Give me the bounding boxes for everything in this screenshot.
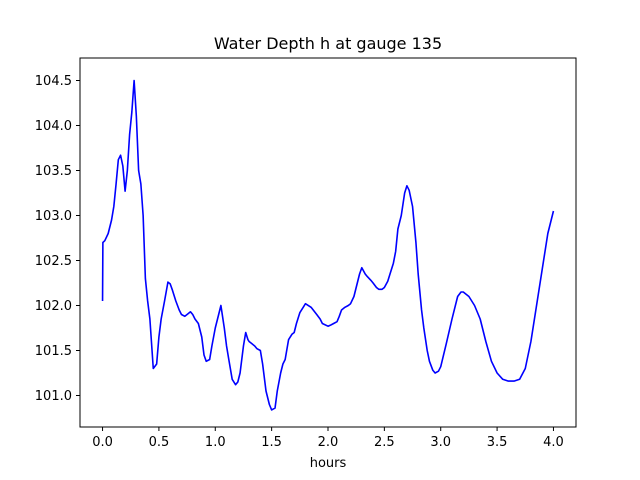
- x-tick-label: 0.0: [92, 435, 113, 450]
- x-tick-label: 2.0: [318, 435, 339, 450]
- y-tick-label: 101.5: [35, 344, 72, 359]
- x-tick-label: 0.5: [149, 435, 170, 450]
- x-tick-label: 4.0: [543, 435, 564, 450]
- x-tick-label: 1.0: [205, 435, 226, 450]
- x-tick-label: 2.5: [374, 435, 395, 450]
- y-tick-label: 103.5: [35, 164, 72, 179]
- series-group: [101, 79, 555, 411]
- x-tick-label: 3.0: [430, 435, 451, 450]
- y-tick-label: 104.5: [35, 74, 72, 89]
- chart-title: Water Depth h at gauge 135: [214, 34, 442, 53]
- y-tick-label: 102.0: [35, 299, 72, 314]
- y-tick-label: 104.0: [35, 119, 72, 134]
- x-tick-label: 1.5: [261, 435, 282, 450]
- y-tick-label: 102.5: [35, 254, 72, 269]
- x-tick-label: 3.5: [487, 435, 508, 450]
- y-tick-label: 103.0: [35, 209, 72, 224]
- y-tick-label: 101.0: [35, 389, 72, 404]
- y-axis: 101.0 101.5 102.0 102.5 103.0 103.5 104.0 104.5: [35, 74, 80, 404]
- plot-area: [80, 58, 576, 427]
- x-axis: 0.0 0.5 1.0 1.5 2.0 2.5 3.0 3.5 4.0: [92, 427, 564, 450]
- series-line-0: [101, 79, 555, 411]
- x-axis-label: hours: [310, 456, 347, 471]
